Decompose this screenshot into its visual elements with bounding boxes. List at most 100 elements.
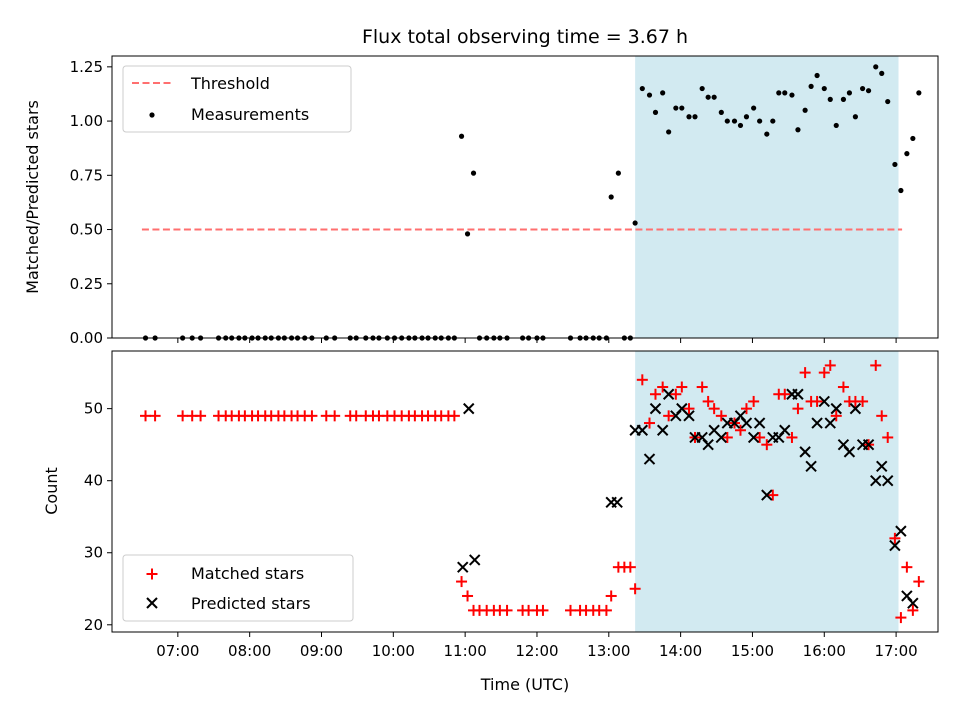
matched-star-point — [670, 388, 682, 400]
chart-title: Flux total observing time = 3.67 h — [362, 26, 688, 48]
measurement-point — [885, 98, 891, 105]
top-legend-frame — [122, 65, 352, 133]
top-plot-frame — [111, 55, 939, 339]
shaded-observing-span — [635, 56, 899, 338]
measurement-point — [910, 135, 916, 142]
matched-star-point — [818, 367, 830, 379]
x-axis-label: Time (UTC) — [480, 675, 569, 694]
measurement-point — [776, 90, 782, 96]
measurement-point — [711, 94, 717, 100]
predicted-star-point — [843, 446, 856, 458]
y-tick-label: 20 — [84, 616, 103, 634]
matched-star-point — [830, 410, 842, 422]
matched-star-point — [882, 431, 894, 443]
predicted-star-point — [818, 395, 830, 408]
top-legend: Threshold Measurements — [122, 65, 352, 133]
matched-star-point — [149, 410, 161, 422]
x-tick-label: 07:00 — [156, 642, 199, 660]
matched-star-point — [824, 359, 836, 371]
bottom-y-axis-label: Count — [42, 467, 61, 515]
measurement-points — [142, 64, 922, 341]
matched-star-point — [913, 576, 925, 588]
measurement-point — [827, 96, 833, 102]
x-tick-label: 13:00 — [587, 642, 630, 660]
threshold-legend-label: Threshold — [190, 74, 270, 93]
matched-star-point — [600, 604, 612, 616]
y-tick-label: 0.25 — [70, 275, 103, 293]
measurement-point — [770, 118, 776, 124]
measurement-point — [904, 151, 910, 157]
measurement-point — [892, 161, 898, 168]
measurement-point — [821, 85, 827, 92]
measurement-point — [718, 109, 724, 115]
matched-stars-legend-label: Matched stars — [191, 564, 304, 583]
x-tick-label: 12:00 — [515, 642, 558, 660]
measurement-point — [608, 194, 614, 200]
measurement-point — [639, 85, 645, 92]
matched-star-point — [876, 410, 888, 422]
predicted-star-point — [882, 474, 894, 487]
matched-star-point — [799, 367, 811, 379]
measurement-point — [692, 114, 698, 120]
measurement-point — [705, 94, 711, 100]
matched-star-point — [683, 403, 695, 415]
predicted-star-point — [830, 402, 842, 415]
bottom-x-ticks: 07:00 08:00 09:00 10:00 11:00 12:00 13:00 14:00… — [156, 632, 918, 660]
predicted-star-point — [683, 410, 695, 422]
measurement-point — [724, 118, 730, 124]
matched-star-point — [564, 604, 576, 616]
top-shaded-region — [635, 56, 899, 338]
predicted-star-point — [761, 489, 773, 501]
bottom-plot: 20 30 40 50 07:00 08:00 09:00 10:00 11:00 12:00 1… — [42, 350, 939, 694]
measurement-point — [833, 122, 839, 129]
matched-star-point — [857, 395, 869, 407]
predicted-star-point — [876, 460, 888, 472]
matched-star-point — [907, 604, 919, 616]
x-tick-label: 10:00 — [372, 642, 415, 660]
measurement-point — [802, 107, 808, 113]
measurement-point — [852, 114, 859, 120]
x-tick-label: 15:00 — [731, 642, 774, 660]
predicted-star-point — [702, 438, 714, 451]
matched-star-point — [663, 410, 675, 422]
measurement-point — [737, 122, 744, 129]
x-tick-label: 16:00 — [803, 642, 846, 660]
predicted-star-point — [799, 446, 811, 458]
measurements-legend-swatch — [149, 112, 155, 118]
matched-star-point — [786, 431, 798, 443]
matched-star-point — [702, 395, 714, 407]
measurement-point — [916, 90, 922, 96]
matched-star-point — [329, 410, 341, 422]
matched-stars-legend-swatch — [146, 568, 158, 580]
matched-star-point — [448, 410, 460, 422]
measurement-point — [646, 92, 653, 98]
predicted-star-point — [463, 402, 475, 415]
matched-star-point — [870, 359, 882, 371]
measurement-point — [782, 90, 788, 96]
predicted-star-point — [747, 431, 760, 444]
predicted-star-point — [889, 539, 901, 552]
measurement-point — [458, 133, 465, 139]
measurement-point — [632, 220, 638, 226]
measurement-point — [470, 170, 477, 176]
matched-star-point — [696, 381, 708, 393]
predicted-star-point — [870, 474, 882, 487]
bottom-legend: Matched stars Predicted stars — [122, 554, 354, 622]
matched-star-point — [761, 439, 773, 451]
bottom-legend-frame — [122, 554, 354, 622]
measurement-point — [757, 118, 763, 124]
matched-star-point — [306, 410, 318, 422]
matched-star-point — [740, 403, 752, 415]
predicted-star-point — [656, 424, 669, 436]
matched-star-point — [657, 381, 669, 393]
measurement-point — [898, 187, 904, 194]
matched-star-point — [721, 431, 733, 443]
measurement-point — [743, 114, 750, 120]
x-tick-label: 14:00 — [659, 642, 702, 660]
measurement-point — [673, 105, 679, 111]
predicted-star-point — [753, 417, 766, 429]
top-y-axis-label: Matched/Predicted stars — [23, 100, 42, 294]
x-tick-label: 11:00 — [444, 642, 487, 660]
matched-star-point — [901, 561, 913, 573]
x-tick-label: 08:00 — [228, 642, 271, 660]
